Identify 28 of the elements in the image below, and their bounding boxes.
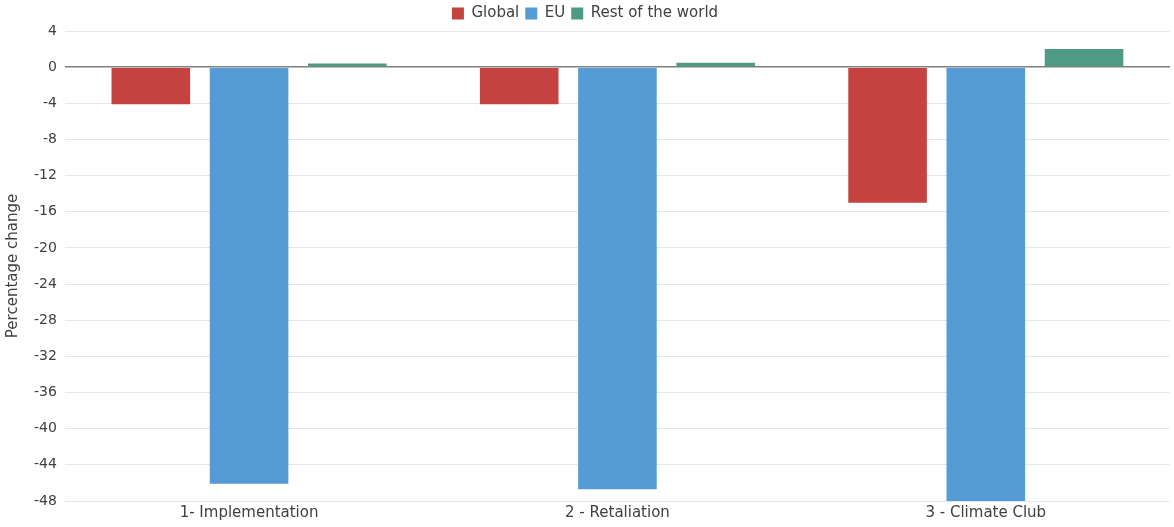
- x-tick-label: 2 - Retaliation: [565, 502, 670, 521]
- y-tick-label: -20: [33, 238, 57, 255]
- legend-label: Global: [471, 3, 520, 22]
- y-tick-label: -40: [33, 419, 57, 436]
- bar: [848, 67, 927, 203]
- y-tick-label: -16: [33, 202, 57, 219]
- y-tick-label: -12: [33, 166, 57, 183]
- bar: [946, 67, 1026, 501]
- y-axis-title: Percentage change: [2, 193, 21, 339]
- y-tick-label: 4: [47, 21, 57, 38]
- x-tick-label: 1- Implementation: [179, 502, 319, 521]
- bar: [209, 67, 289, 484]
- y-tick-label: -44: [33, 455, 57, 472]
- y-tick-label: -4: [42, 93, 57, 110]
- bar: [578, 67, 657, 490]
- legend-label: EU: [544, 3, 566, 22]
- y-tick-label: -28: [33, 310, 57, 327]
- y-tick-label: -32: [33, 347, 57, 364]
- bar: [479, 67, 559, 105]
- x-tick-label: 3 - Climate Club: [925, 502, 1047, 521]
- y-tick-label: -24: [33, 274, 57, 291]
- bar: [1044, 49, 1124, 67]
- y-tick-label: -36: [33, 383, 57, 400]
- y-tick-label: 0: [47, 57, 57, 74]
- y-tick-label: -8: [42, 130, 57, 147]
- y-tick-label: -48: [33, 491, 57, 508]
- bar: [111, 67, 191, 105]
- legend-label: Rest of the world: [590, 3, 719, 22]
